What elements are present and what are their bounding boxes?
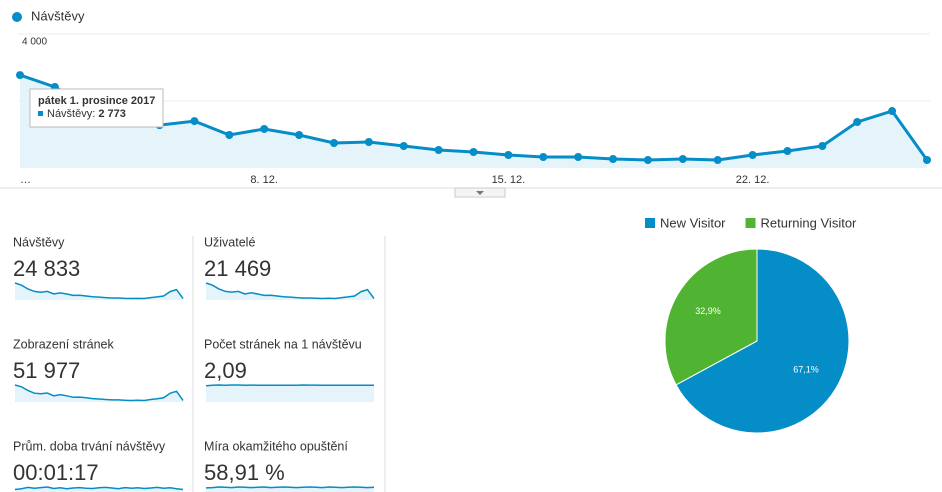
metric-label: Uživatelé (204, 235, 255, 249)
legend-label: New Visitor (660, 215, 726, 230)
tooltip: pátek 1. prosince 2017 Návštěvy: 2 773 (29, 88, 164, 128)
metric-value: 58,91 % (204, 460, 285, 485)
legend-swatch (745, 218, 756, 228)
y-tick-label: 4 000 (22, 37, 47, 48)
point (469, 147, 478, 156)
metric-value: 51 977 (13, 358, 80, 383)
x-tick-label: … (20, 174, 31, 186)
pie-slice (675, 248, 850, 434)
point (260, 124, 269, 133)
tooltip-text: Návštěvy: 2 773 (47, 108, 126, 120)
point (783, 147, 792, 156)
point (713, 155, 722, 164)
pie-slice (664, 248, 758, 386)
legend-label: Returning Visitor (761, 215, 858, 230)
sparkline (14, 486, 184, 491)
point (329, 139, 338, 148)
point (923, 155, 931, 164)
legend-dot (12, 12, 22, 22)
point (16, 71, 24, 80)
point (399, 141, 408, 150)
metric-value: 24 833 (13, 256, 80, 281)
point (748, 151, 757, 160)
plot: 2 0004 000…8. 12.15. 12.22. 12. (16, 33, 931, 186)
point (504, 151, 513, 160)
point (190, 117, 199, 126)
metric-value: 21 469 (204, 256, 271, 281)
x-tick-label: 8. 12. (250, 174, 278, 186)
tooltip-date: pátek 1. prosince 2017 (38, 95, 155, 107)
x-tick-label: 15. 12. (492, 174, 526, 186)
sparkline (14, 384, 184, 402)
sparkline-area (15, 283, 183, 300)
point (364, 138, 373, 147)
metric-value: 2,09 (204, 358, 247, 383)
point (539, 153, 548, 162)
sparkline (205, 486, 375, 489)
collapse-tab[interactable] (454, 187, 506, 198)
slice-label: 67,1% (793, 365, 819, 375)
point (609, 154, 618, 163)
slice-label: 32,9% (695, 306, 721, 316)
metric-label: Počet stránek na 1 návštěvu (204, 337, 362, 351)
metric-label: Míra okamžitého opuštění (204, 439, 348, 453)
point (678, 154, 687, 163)
point (818, 141, 827, 150)
metric-value: 00:01:17 (13, 460, 99, 485)
x-tick-label: 22. 12. (736, 174, 770, 186)
legend-swatch (645, 218, 655, 228)
metric-label: Zobrazení stránek (13, 337, 114, 351)
sparkline (205, 384, 374, 387)
point (225, 131, 234, 140)
tooltip-label: Návštěvy: (47, 108, 95, 120)
point (643, 155, 652, 164)
sparkline (205, 282, 375, 300)
sparkline-area (15, 385, 183, 402)
point (888, 107, 897, 116)
area (20, 75, 927, 168)
metric-label: Návštěvy (13, 235, 65, 249)
point (853, 118, 862, 127)
tooltip-value: 2 773 (98, 108, 126, 120)
metric-label: Prům. doba trvání návštěvy (13, 439, 166, 453)
sparkline-area (206, 283, 374, 300)
point (434, 146, 443, 155)
point (574, 153, 583, 162)
sparkline-area (206, 487, 374, 492)
legend-label: Návštěvy (31, 8, 85, 23)
sparkline (14, 282, 184, 300)
point (295, 131, 304, 140)
sparkline-area (206, 385, 374, 402)
